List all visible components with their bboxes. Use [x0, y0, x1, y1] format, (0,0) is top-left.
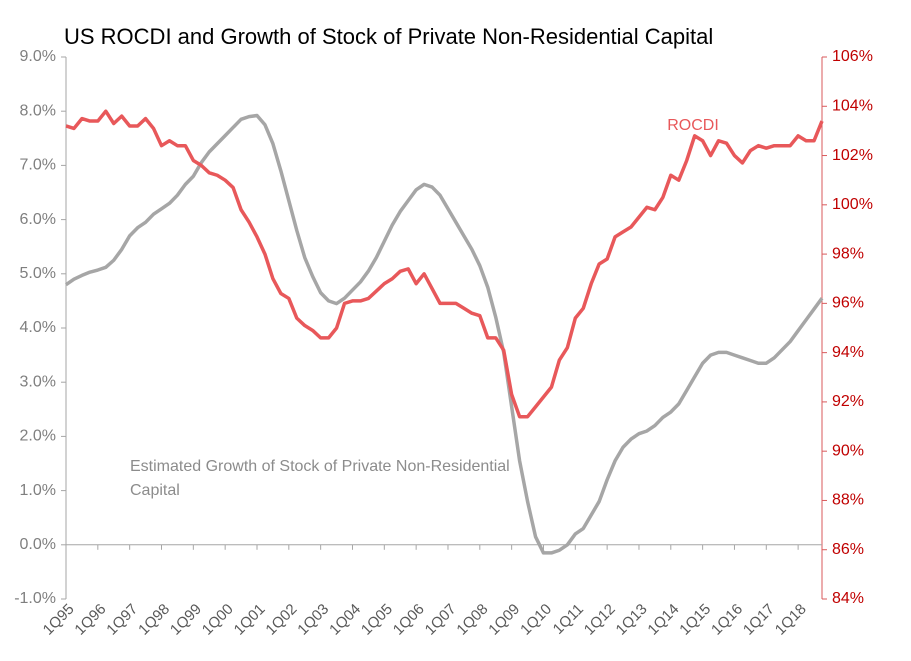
- x-tick-label: 1Q96: [71, 601, 109, 639]
- y2-tick-label: 94%: [832, 344, 864, 361]
- series-label: Estimated Growth of Stock of Private Non…: [130, 458, 510, 499]
- x-tick-label: 1Q10: [517, 601, 555, 639]
- x-tick-label: 1Q01: [231, 601, 269, 639]
- y-tick-label: 9.0%: [20, 48, 56, 65]
- x-tick-label: 1Q06: [390, 601, 428, 639]
- x-tick-label: 1Q11: [550, 601, 587, 638]
- y-tick-label: 5.0%: [20, 265, 56, 282]
- x-tick-label: 1Q13: [613, 601, 651, 639]
- x-tick-label: 1Q05: [358, 601, 396, 639]
- y2-tick-label: 96%: [832, 295, 864, 312]
- chart-title: US ROCDI and Growth of Stock of Private …: [64, 24, 713, 49]
- x-tick-label: 1Q17: [740, 601, 778, 639]
- y-tick-label: 4.0%: [20, 319, 56, 336]
- x-tick-label: 1Q16: [708, 601, 746, 639]
- x-tick-label: 1Q12: [581, 601, 619, 639]
- x-tick-label: 1Q07: [422, 601, 460, 639]
- y2-tick-label: 90%: [832, 442, 864, 459]
- y-tick-label: 2.0%: [20, 428, 56, 445]
- y-tick-label: 6.0%: [20, 211, 56, 228]
- series-line: [65, 109, 824, 419]
- y2-tick-label: 88%: [832, 492, 864, 509]
- y2-tick-label: 102%: [832, 147, 873, 164]
- y2-tick-label: 86%: [832, 541, 864, 558]
- x-tick-label: 1Q97: [103, 601, 141, 639]
- y2-tick-label: 98%: [832, 245, 864, 262]
- y-tick-label: 1.0%: [20, 482, 56, 499]
- x-tick-label: 1Q00: [199, 601, 237, 639]
- x-tick-label: 1Q99: [167, 601, 205, 639]
- x-tick-label: 1Q04: [326, 601, 364, 639]
- x-tick-label: 1Q14: [644, 601, 682, 639]
- x-tick-label: 1Q09: [485, 601, 523, 639]
- series-label: ROCDI: [667, 117, 719, 134]
- y2-tick-label: 92%: [832, 393, 864, 410]
- y-tick-label: 7.0%: [20, 157, 56, 174]
- x-tick-label: 1Q08: [453, 601, 491, 639]
- x-tick-label: 1Q98: [135, 601, 173, 639]
- y2-tick-label: 84%: [832, 590, 864, 607]
- series-label-text: Estimated Growth of Stock of Private Non…: [130, 458, 510, 499]
- x-tick-label: 1Q15: [676, 601, 714, 639]
- y-tick-label: -1.0%: [14, 590, 56, 607]
- x-tick-label: 1Q03: [294, 601, 332, 639]
- y-tick-label: 3.0%: [20, 373, 56, 390]
- y-tick-label: 0.0%: [20, 536, 56, 553]
- x-tick-label: 1Q02: [262, 601, 300, 639]
- y2-tick-label: 106%: [832, 48, 873, 65]
- y2-tick-label: 104%: [832, 97, 873, 114]
- y-tick-label: 8.0%: [20, 102, 56, 119]
- y2-tick-label: 100%: [832, 196, 873, 213]
- x-tick-label: 1Q18: [772, 601, 810, 639]
- series-line: [65, 113, 824, 555]
